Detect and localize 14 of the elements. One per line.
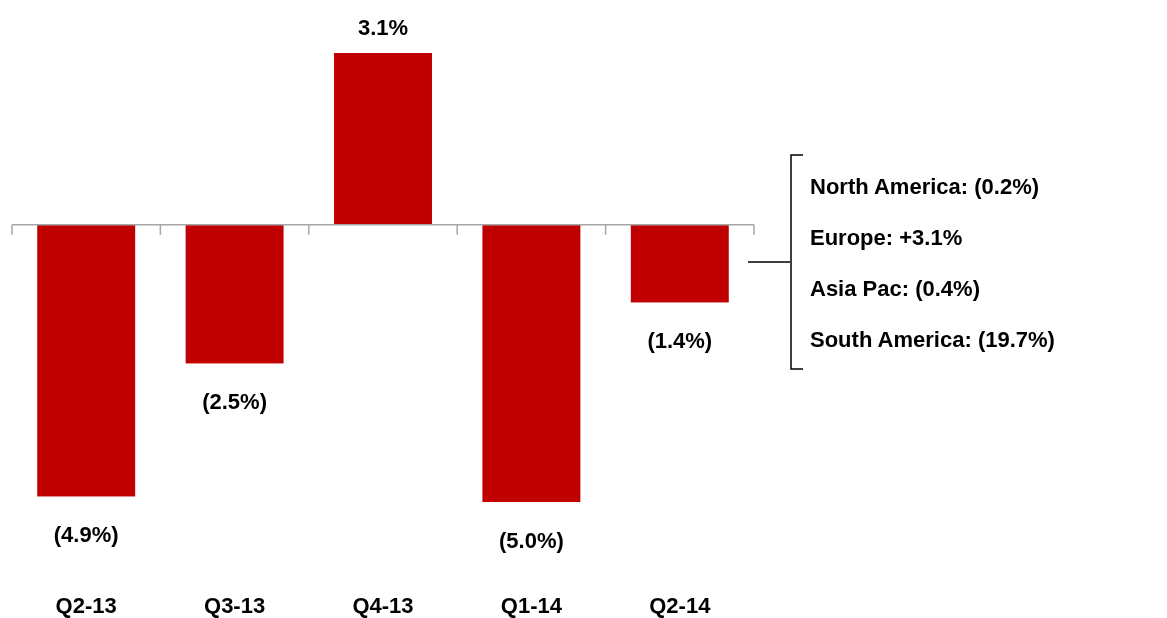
x-tick-label: Q2-13 [55, 593, 117, 618]
data-label: (5.0%) [499, 528, 564, 553]
x-tick-label: Q4-13 [352, 593, 414, 618]
text: South America: (19.7%) [810, 327, 1055, 352]
data-label: 3.1% [357, 15, 409, 40]
x-tick-label: Q2-14 [649, 593, 712, 618]
data-label: (2.5%) [202, 389, 267, 415]
data-label: (4.9%) [53, 522, 119, 548]
x-tick-label: Q3-13 [204, 593, 266, 618]
text: North America: (0.2%) [810, 174, 1040, 199]
data-label: (1.4%) [647, 328, 713, 354]
text: Asia Pac: (0.4%) [810, 276, 980, 301]
x-tick-label: Q1-14 [500, 593, 563, 618]
text: Europe: +3.1% [810, 225, 963, 250]
